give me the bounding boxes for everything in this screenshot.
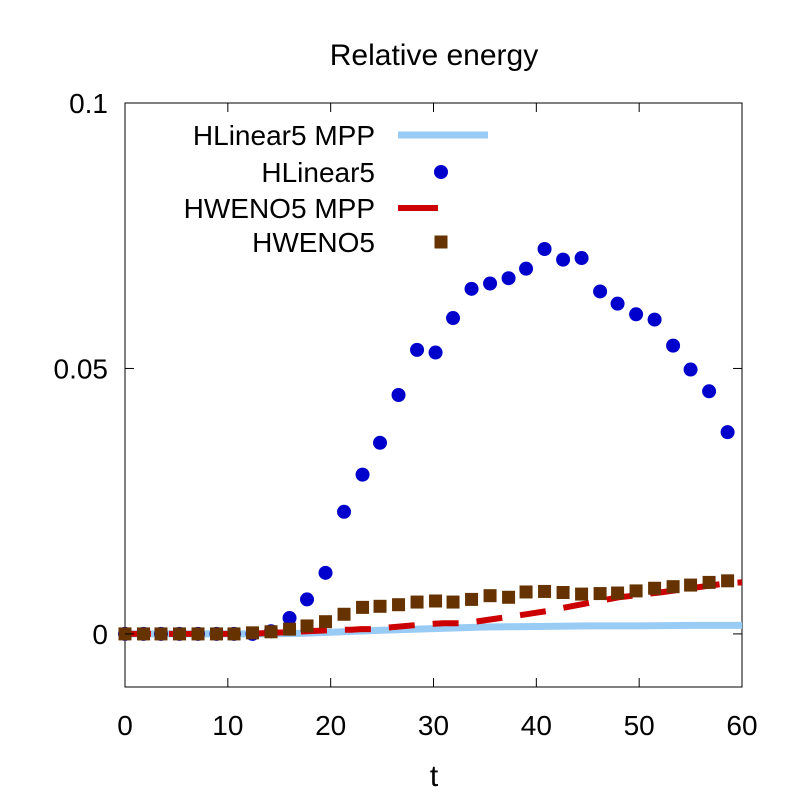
series-hweno5-point bbox=[154, 627, 168, 641]
x-tick-label: 10 bbox=[212, 710, 243, 741]
legend-swatch-hlinear5 bbox=[434, 165, 448, 179]
y-tick-label: 0.05 bbox=[54, 353, 109, 384]
series-hweno5-point bbox=[264, 625, 278, 639]
x-tick-label: 0 bbox=[117, 710, 133, 741]
legend-label-hweno5-mpp: HWENO5 MPP bbox=[184, 193, 375, 224]
x-tick-label: 40 bbox=[521, 710, 552, 741]
x-tick-label: 20 bbox=[315, 710, 346, 741]
series-hlinear5-point bbox=[702, 384, 717, 399]
chart-title: Relative energy bbox=[330, 39, 538, 72]
series-hweno5-point bbox=[373, 599, 387, 613]
series-hweno5-point bbox=[227, 627, 241, 641]
series-hlinear5-point bbox=[556, 252, 571, 267]
series-hlinear5-point bbox=[337, 504, 352, 519]
series-hweno5-point bbox=[429, 594, 443, 608]
series-hlinear5-point bbox=[610, 296, 625, 311]
series-hlinear5-point bbox=[318, 565, 333, 580]
series-hweno5-point bbox=[721, 574, 735, 588]
series-hlinear5-point bbox=[446, 311, 461, 326]
series-hlinear5-point bbox=[666, 338, 681, 353]
legend-label-hlinear5: HLinear5 bbox=[261, 157, 375, 188]
series-hweno5-point bbox=[538, 584, 552, 598]
series-hweno5-point bbox=[684, 578, 698, 592]
legend-label-hlinear5-mpp: HLinear5 MPP bbox=[193, 120, 375, 151]
series-hweno5-point bbox=[648, 581, 662, 595]
series-hlinear5-point bbox=[647, 312, 662, 327]
y-tick-label: 0 bbox=[92, 619, 108, 650]
series-hlinear5-point bbox=[355, 467, 370, 482]
x-tick-label: 50 bbox=[624, 710, 655, 741]
series-hweno5-point bbox=[300, 619, 314, 633]
series-hweno5-point bbox=[519, 585, 533, 599]
series-hlinear5-point bbox=[629, 307, 644, 322]
series-hweno5-point bbox=[556, 585, 570, 599]
series-hweno5-point bbox=[593, 587, 607, 601]
series-hweno5-point bbox=[210, 627, 224, 641]
legend-swatch-hweno5 bbox=[434, 235, 448, 249]
series-hweno5-point bbox=[611, 586, 625, 600]
y-tick-label: 0.1 bbox=[69, 88, 108, 119]
series-hweno5-point bbox=[173, 627, 187, 641]
series-hweno5-point bbox=[465, 592, 479, 606]
series-hweno5-point bbox=[666, 580, 680, 594]
series-hweno5-point bbox=[337, 607, 351, 621]
series-hlinear5-point bbox=[282, 610, 297, 625]
series-hlinear5-point bbox=[537, 242, 552, 256]
series-hlinear5-point bbox=[373, 435, 388, 450]
x-tick-label: 60 bbox=[726, 710, 757, 741]
series-hlinear5-point bbox=[410, 342, 425, 357]
series-hlinear5-point bbox=[574, 251, 589, 266]
series-hweno5-point bbox=[356, 600, 370, 614]
series-hweno5-point bbox=[629, 584, 643, 598]
series-hweno5-point bbox=[191, 627, 205, 641]
series-hweno5-point bbox=[702, 575, 716, 589]
x-tick-label: 30 bbox=[418, 710, 449, 741]
series-hlinear5-point bbox=[683, 362, 698, 377]
legend-label-hweno5: HWENO5 bbox=[252, 227, 375, 258]
series-hweno5-point bbox=[483, 589, 497, 603]
series-hweno5-point bbox=[283, 622, 297, 636]
series-hweno5-point bbox=[575, 587, 589, 601]
series-hlinear5-point bbox=[391, 388, 406, 402]
series-hweno5-point bbox=[319, 615, 333, 629]
series-hlinear5-point bbox=[519, 261, 534, 276]
series-hweno5-point bbox=[246, 626, 260, 640]
series-hweno5-point bbox=[137, 627, 151, 641]
series-hlinear5-point bbox=[501, 271, 516, 286]
series-hlinear5-point bbox=[720, 425, 735, 440]
series-hlinear5-point bbox=[483, 276, 498, 291]
series-hweno5-point bbox=[392, 598, 406, 612]
series-hlinear5-point bbox=[300, 592, 315, 607]
x-axis-label: t bbox=[430, 760, 439, 793]
series-hweno5-point bbox=[502, 590, 516, 604]
series-hlinear5-point bbox=[593, 284, 608, 299]
ticks-layer: 0 10 20 30 40 50 60 0 0.05 0.1 bbox=[54, 88, 758, 741]
series-hweno5-point bbox=[410, 595, 424, 609]
series-hweno5-point bbox=[446, 595, 460, 609]
series-hlinear5-point bbox=[428, 345, 443, 360]
data-layer bbox=[118, 242, 743, 641]
series-hlinear5-point bbox=[464, 281, 479, 296]
